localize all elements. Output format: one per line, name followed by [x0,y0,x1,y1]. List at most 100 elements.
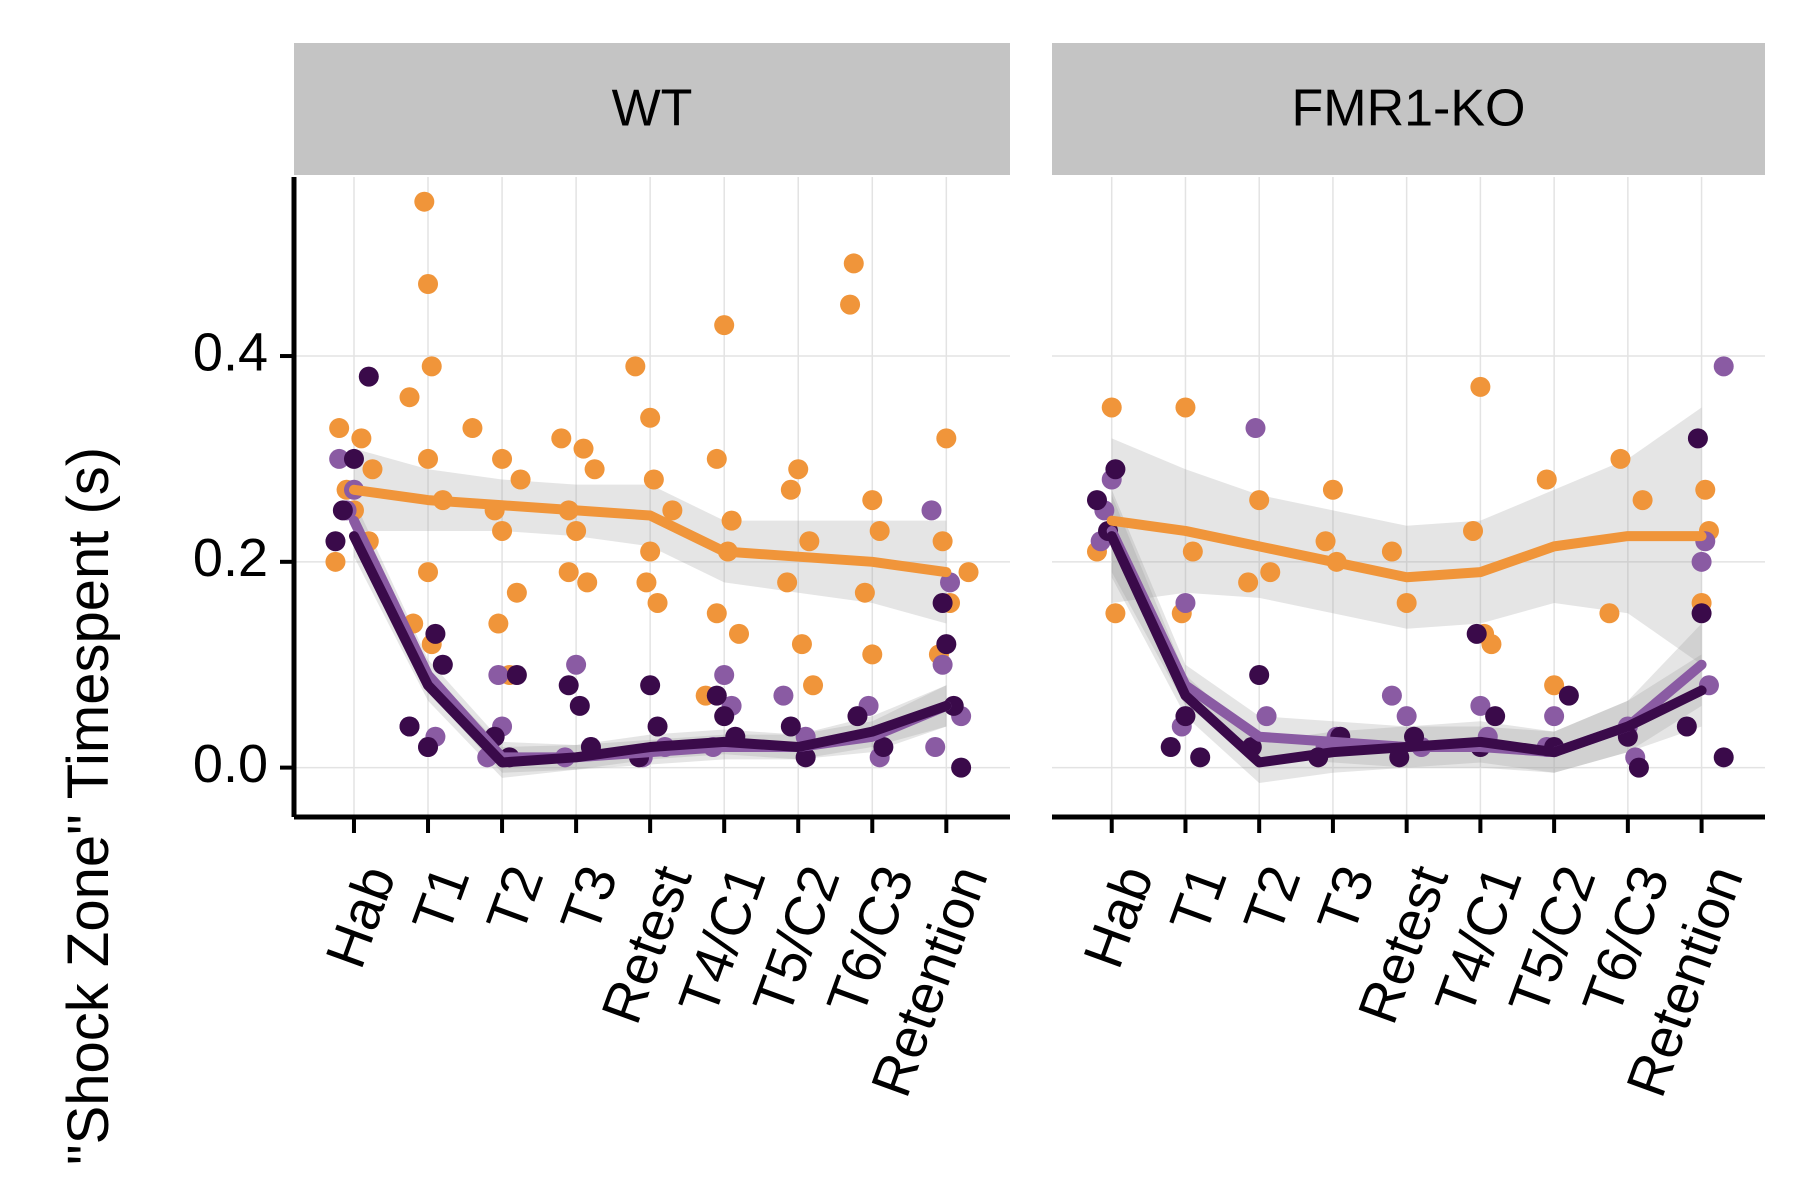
data-point [1632,490,1653,511]
data-point [1713,356,1734,377]
data-point [1249,665,1270,686]
data-point [1105,459,1126,480]
data-point [936,428,957,449]
data-point [932,592,953,613]
x-tick-label: T3 [1305,858,1387,941]
data-point [951,757,972,778]
data-point [788,459,809,480]
data-point [1101,397,1122,418]
data-point [351,428,372,449]
data-point [647,592,668,613]
y-tick-label: 0.2 [193,528,268,588]
facet-strip [1052,43,1765,175]
data-point [706,685,727,706]
data-point [873,737,894,758]
facet-title: FMR1-KO [1292,80,1526,138]
data-point [1396,592,1417,613]
data-point [1544,706,1565,727]
data-point [780,479,801,500]
data-point [958,562,979,583]
data-point [1160,737,1181,758]
data-point [418,448,439,469]
data-point [1536,469,1557,490]
data-point [506,665,527,686]
data-point [1315,531,1336,552]
data-point [791,634,812,655]
data-point [777,572,798,593]
data-point [332,500,353,521]
data-point [399,716,420,737]
data-point [625,356,646,377]
data-point [799,531,820,552]
data-point [421,356,442,377]
y-axis-title: "Shock Zone" Timespent (s) [56,447,121,1165]
x-tick-label: T1 [1157,858,1239,941]
data-point [640,407,661,428]
data-point [1175,592,1196,613]
data-point [362,459,383,480]
data-point [573,438,594,459]
data-point [1466,623,1487,644]
data-point [1599,603,1620,624]
data-point [1695,479,1716,500]
trend-line [348,484,952,578]
data-point [462,418,483,439]
data-point [854,582,875,603]
data-point [551,428,572,449]
data-point [706,448,727,469]
data-point [640,541,661,562]
data-point [1245,418,1266,439]
data-point [1175,706,1196,727]
data-point [932,531,953,552]
data-point [729,623,750,644]
data-point [847,706,868,727]
data-point [1676,716,1697,737]
data-point [343,448,364,469]
facet-title: WT [612,80,693,138]
data-point [558,562,579,583]
data-point [921,500,942,521]
data-point [862,644,883,665]
x-tick-label: T2 [474,858,556,941]
data-point [1322,479,1343,500]
data-point [506,582,527,603]
data-point [1260,562,1281,583]
data-point [432,654,453,675]
data-point [1463,520,1484,541]
data-point [1485,706,1506,727]
trend-line [348,531,952,768]
confidence-band [1111,407,1702,665]
trend-line [1106,531,1707,768]
data-point [714,665,735,686]
data-point [1691,551,1712,572]
x-tick-label: Hab [1071,858,1165,976]
x-tick-label: T1 [400,858,482,941]
data-point [329,448,350,469]
x-tick-label: T3 [548,858,630,941]
data-point [943,695,964,716]
data-point [647,716,668,737]
data-point [569,695,590,716]
data-point [1381,541,1402,562]
data-point [1558,685,1579,706]
data-point [488,665,509,686]
data-point [510,469,531,490]
data-point [925,737,946,758]
data-point [643,469,664,490]
data-point [636,572,657,593]
data-point [425,623,446,644]
data-point [1628,757,1649,778]
y-tick-label: 0.4 [193,322,268,382]
data-point [714,315,735,336]
data-point [414,191,435,212]
data-point [869,520,890,541]
data-point [1238,572,1259,593]
data-point [1175,397,1196,418]
data-point [862,490,883,511]
data-point [325,551,346,572]
data-point [325,531,346,552]
data-point [492,448,513,469]
data-point [1249,490,1270,511]
data-point [577,572,598,593]
